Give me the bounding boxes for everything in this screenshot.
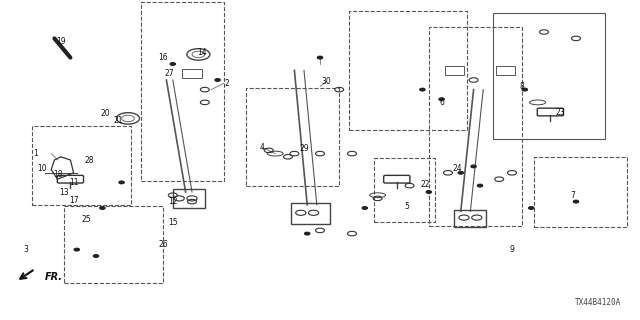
Circle shape <box>74 248 79 251</box>
Bar <box>182 69 202 78</box>
Text: FR.: FR. <box>45 272 63 282</box>
Bar <box>349 11 467 130</box>
Text: 5: 5 <box>404 202 409 211</box>
Text: 2: 2 <box>225 79 230 88</box>
Text: 7: 7 <box>570 191 575 200</box>
Text: 11: 11 <box>69 178 78 187</box>
Circle shape <box>458 172 463 174</box>
Circle shape <box>573 200 579 203</box>
Circle shape <box>471 165 476 168</box>
Bar <box>64 206 163 283</box>
Bar <box>246 88 339 186</box>
Text: 24: 24 <box>452 164 463 172</box>
Text: 26: 26 <box>158 240 168 249</box>
Text: 16: 16 <box>158 53 168 62</box>
Circle shape <box>477 184 483 187</box>
Text: 13: 13 <box>59 188 69 197</box>
Text: 9: 9 <box>509 245 515 254</box>
Text: 1: 1 <box>33 149 38 158</box>
Circle shape <box>362 207 367 209</box>
Text: 4: 4 <box>260 143 265 152</box>
Bar <box>493 13 605 139</box>
Text: 3: 3 <box>23 245 28 254</box>
Bar <box>291 203 330 224</box>
Text: 27: 27 <box>164 69 175 78</box>
Circle shape <box>420 88 425 91</box>
Text: 6: 6 <box>439 98 444 107</box>
Circle shape <box>529 207 534 209</box>
Circle shape <box>215 79 220 81</box>
Text: 12: 12 <box>168 197 177 206</box>
Text: 14: 14 <box>196 48 207 57</box>
Bar <box>496 66 515 75</box>
Text: 28: 28 <box>85 156 94 165</box>
Text: 8: 8 <box>519 82 524 91</box>
Text: 21: 21 <box>114 116 123 124</box>
Bar <box>173 189 205 208</box>
Text: 29: 29 <box>299 144 309 153</box>
Text: 19: 19 <box>56 37 66 46</box>
Circle shape <box>426 191 431 193</box>
Bar <box>445 66 464 75</box>
Text: 30: 30 <box>321 77 332 86</box>
Text: 25: 25 <box>81 215 92 224</box>
Circle shape <box>93 255 99 257</box>
Bar <box>534 157 627 227</box>
Circle shape <box>305 232 310 235</box>
Bar <box>429 27 522 226</box>
Text: 23: 23 <box>555 108 565 117</box>
Circle shape <box>439 98 444 100</box>
Circle shape <box>100 207 105 209</box>
Text: 10: 10 <box>36 164 47 172</box>
Text: 15: 15 <box>168 218 178 227</box>
Circle shape <box>119 181 124 184</box>
Bar <box>454 210 486 227</box>
Bar <box>374 158 435 222</box>
Text: 17: 17 <box>68 196 79 205</box>
Circle shape <box>317 56 323 59</box>
Text: 18: 18 <box>53 170 62 179</box>
Bar <box>32 126 131 205</box>
Circle shape <box>522 88 527 91</box>
Circle shape <box>170 63 175 65</box>
Bar <box>141 2 224 181</box>
Text: 20: 20 <box>100 109 111 118</box>
Text: 22: 22 <box>421 180 430 188</box>
Text: TX44B4120A: TX44B4120A <box>575 298 621 307</box>
